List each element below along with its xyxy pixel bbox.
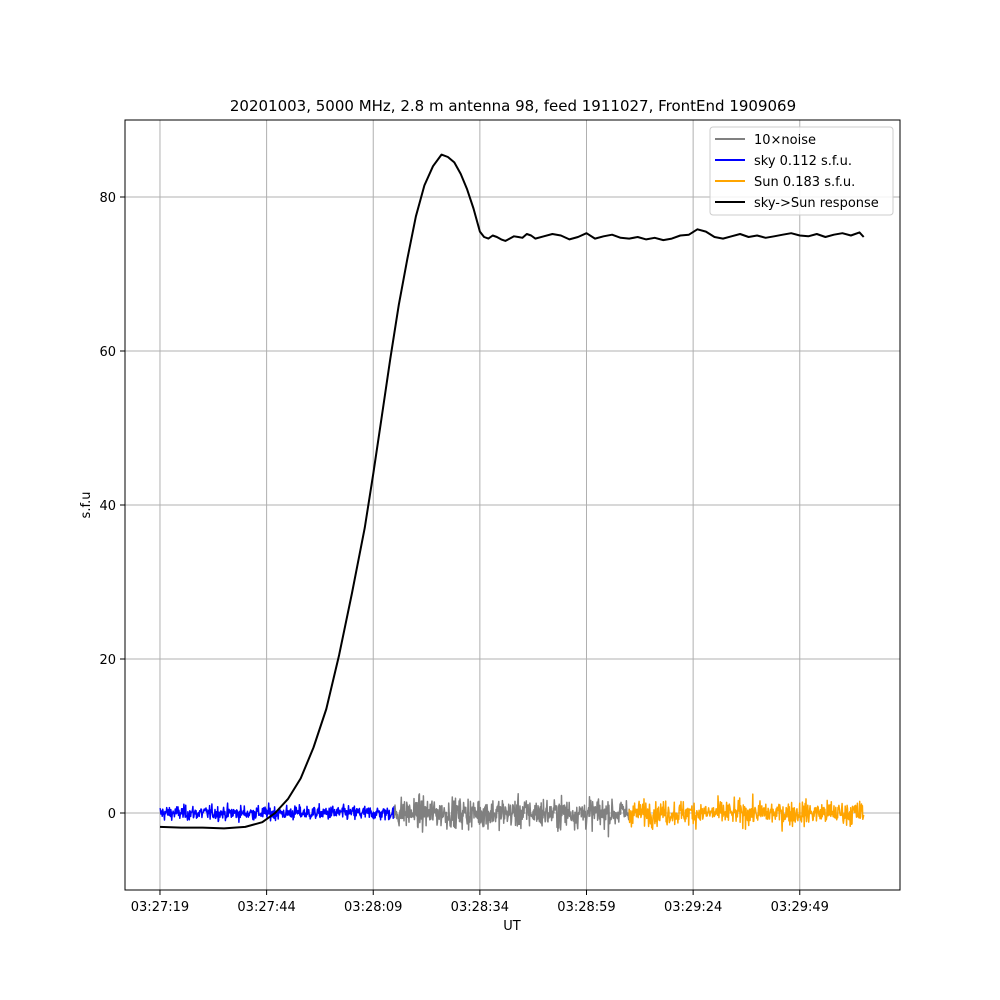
legend-box bbox=[709, 126, 894, 216]
y-tick-label: 80 bbox=[99, 191, 116, 206]
series-line-3 bbox=[159, 153, 865, 830]
y-axis-label: s.f.u bbox=[79, 492, 94, 519]
series-line-1 bbox=[159, 802, 396, 823]
legend: 10×noise sky 0.112 s.f.u. Sun 0.183 s.f.u.… bbox=[709, 126, 894, 216]
legend-label: Sun 0.183 s.f.u. bbox=[754, 175, 855, 190]
grid-lines bbox=[125, 120, 900, 890]
x-tick-label: 03:29:24 bbox=[664, 900, 722, 915]
x-tick-label: 03:28:59 bbox=[557, 900, 615, 915]
x-tick-label: 03:27:44 bbox=[237, 900, 295, 915]
x-tick-label: 03:28:09 bbox=[344, 900, 402, 915]
series-line-0 bbox=[393, 793, 630, 838]
x-axis-ticks: 03:27:19 03:27:44 03:28:09 03:28:34 03:28:59… bbox=[131, 890, 829, 915]
x-axis-label: UT bbox=[503, 919, 521, 934]
y-tick-label: 60 bbox=[99, 345, 116, 360]
y-tick-label: 40 bbox=[99, 499, 116, 514]
legend-label: sky->Sun response bbox=[754, 196, 879, 211]
legend-label: sky 0.112 s.f.u. bbox=[754, 154, 852, 169]
plot-series bbox=[159, 153, 865, 838]
y-tick-label: 0 bbox=[108, 807, 116, 822]
x-tick-label: 03:28:34 bbox=[451, 900, 509, 915]
y-axis-ticks: 0 20 40 60 80 bbox=[99, 191, 125, 822]
x-tick-label: 03:27:19 bbox=[131, 900, 189, 915]
x-tick-label: 03:29:49 bbox=[771, 900, 829, 915]
y-tick-label: 20 bbox=[99, 653, 116, 668]
series-line-2 bbox=[628, 793, 865, 832]
chart-title: 20201003, 5000 MHz, 2.8 m antenna 98, fe… bbox=[230, 97, 796, 115]
legend-label: 10×noise bbox=[754, 133, 816, 148]
